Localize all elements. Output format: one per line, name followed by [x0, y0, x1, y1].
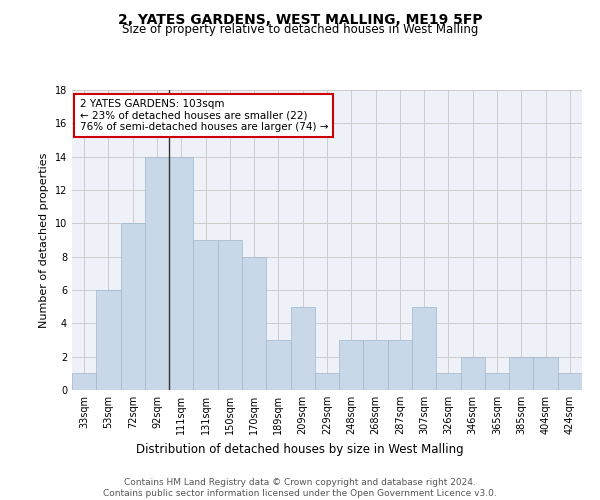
Bar	[461, 356, 485, 390]
Bar	[436, 374, 461, 390]
Bar	[558, 374, 582, 390]
Bar	[193, 240, 218, 390]
Bar	[266, 340, 290, 390]
Bar	[72, 374, 96, 390]
Bar	[290, 306, 315, 390]
Bar	[509, 356, 533, 390]
Bar	[315, 374, 339, 390]
Bar	[121, 224, 145, 390]
Text: Distribution of detached houses by size in West Malling: Distribution of detached houses by size …	[136, 442, 464, 456]
Bar	[242, 256, 266, 390]
Text: Contains HM Land Registry data © Crown copyright and database right 2024.
Contai: Contains HM Land Registry data © Crown c…	[103, 478, 497, 498]
Bar	[96, 290, 121, 390]
Text: 2, YATES GARDENS, WEST MALLING, ME19 5FP: 2, YATES GARDENS, WEST MALLING, ME19 5FP	[118, 12, 482, 26]
Bar	[169, 156, 193, 390]
Bar	[364, 340, 388, 390]
Bar	[485, 374, 509, 390]
Text: 2 YATES GARDENS: 103sqm
← 23% of detached houses are smaller (22)
76% of semi-de: 2 YATES GARDENS: 103sqm ← 23% of detache…	[80, 99, 328, 132]
Bar	[388, 340, 412, 390]
Y-axis label: Number of detached properties: Number of detached properties	[39, 152, 49, 328]
Bar	[339, 340, 364, 390]
Bar	[533, 356, 558, 390]
Bar	[145, 156, 169, 390]
Bar	[218, 240, 242, 390]
Text: Size of property relative to detached houses in West Malling: Size of property relative to detached ho…	[122, 24, 478, 36]
Bar	[412, 306, 436, 390]
